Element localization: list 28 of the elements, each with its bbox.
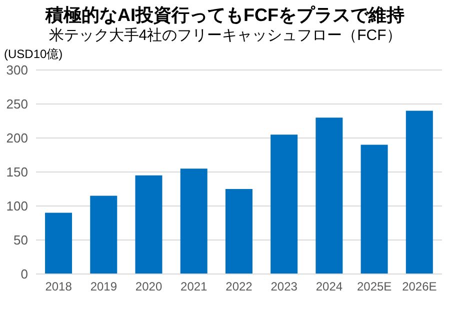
bar	[360, 144, 388, 274]
y-tick-label: 250	[6, 96, 28, 112]
chart-title: 積極的なAI投資行ってもFCFをプラスで維持	[44, 4, 406, 26]
y-tick-label: 300	[6, 62, 28, 78]
x-tick-label: 2018	[45, 280, 72, 294]
chart-subtitle: 米テック大手4社のフリーキャッシュフロー（FCF）	[48, 26, 402, 46]
y-axis-title: (USD10億)	[4, 46, 63, 63]
bar	[406, 110, 433, 274]
bar	[45, 212, 72, 274]
y-tick-label: 200	[6, 130, 28, 146]
x-tick-label: 2020	[135, 280, 162, 294]
x-tick-label: 2022	[226, 280, 253, 294]
x-tick-label: 2019	[90, 280, 118, 294]
bar	[90, 196, 118, 274]
x-tick-label: 2023	[270, 280, 298, 294]
y-tick-label: 100	[6, 198, 28, 214]
bar	[316, 118, 343, 274]
bar	[225, 189, 252, 274]
x-tick-label: 2025E	[356, 280, 392, 294]
x-tick-label: 2021	[180, 280, 208, 294]
bar	[180, 168, 208, 274]
bar	[135, 175, 162, 274]
x-tick-label: 2024	[316, 280, 343, 294]
y-tick-label: 150	[6, 164, 28, 180]
y-tick-label: 0	[20, 266, 28, 282]
y-tick-label: 50	[14, 232, 28, 248]
bar	[270, 134, 298, 274]
x-tick-label: 2026E	[402, 280, 437, 294]
